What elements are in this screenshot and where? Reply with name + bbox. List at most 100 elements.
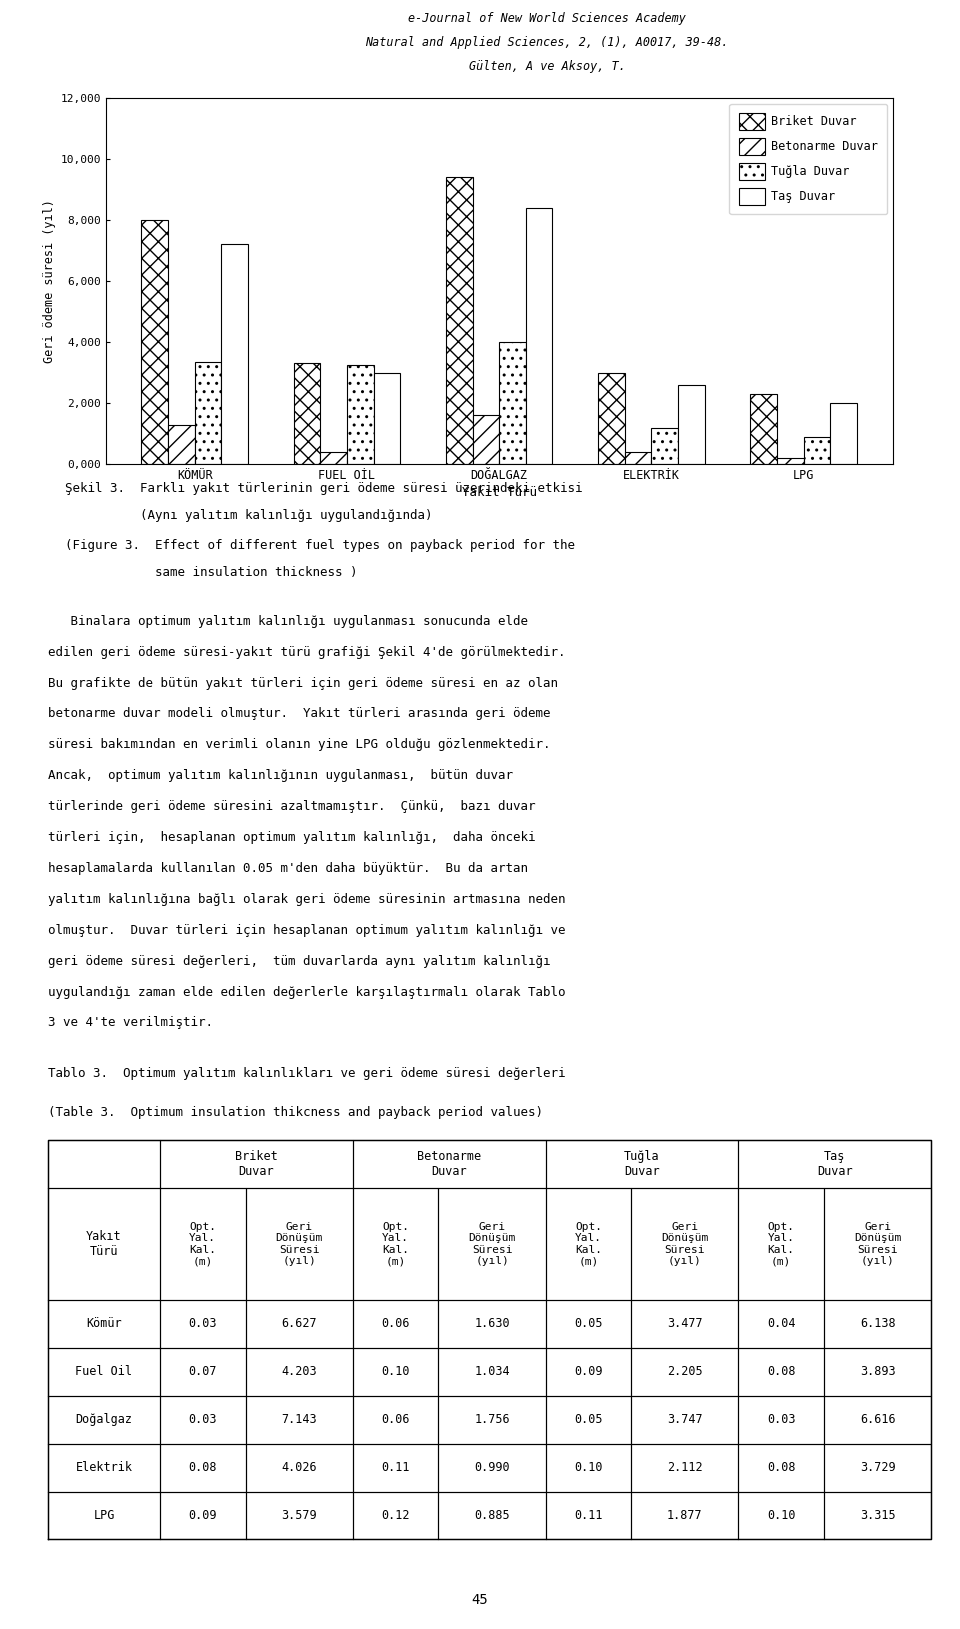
Text: süresi bakımından en verimli olanın yine LPG olduğu gözlenmektedir.: süresi bakımından en verimli olanın yine… [48,738,550,751]
Text: 0.03: 0.03 [767,1414,796,1425]
Text: 0.885: 0.885 [474,1508,510,1521]
Bar [222,244,248,464]
Text: Briket
Duvar: Briket Duvar [235,1150,277,1178]
Text: 6.616: 6.616 [860,1414,896,1425]
Text: Geri
Dönüşüm
Süresi
(yıl): Geri Dönüşüm Süresi (yıl) [276,1222,323,1266]
Text: 0.05: 0.05 [574,1414,603,1425]
Bar [321,453,347,464]
Text: 1.630: 1.630 [474,1318,510,1331]
Text: geri ödeme süresi değerleri,  tüm duvarlarda aynı yalıtım kalınlığı: geri ödeme süresi değerleri, tüm duvarla… [48,955,550,968]
Text: 0.08: 0.08 [188,1461,217,1474]
Text: Gülten, A ve Aksoy, T.: Gülten, A ve Aksoy, T. [468,60,626,73]
Text: Opt.
Yal.
Kal.
(m): Opt. Yal. Kal. (m) [768,1222,795,1266]
Bar [373,373,400,464]
Text: (Figure 3.  Effect of different fuel types on payback period for the: (Figure 3. Effect of different fuel type… [65,539,575,552]
Text: 0.10: 0.10 [574,1461,603,1474]
Bar [678,384,705,464]
Text: yalıtım kalınlığına bağlı olarak geri ödeme süresinin artmasına neden: yalıtım kalınlığına bağlı olarak geri öd… [48,893,565,906]
Text: 1.756: 1.756 [474,1414,510,1425]
Bar [294,363,321,464]
Text: Opt.
Yal.
Kal.
(m): Opt. Yal. Kal. (m) [382,1222,409,1266]
Text: same insulation thickness ): same insulation thickness ) [65,567,358,578]
Text: 3.747: 3.747 [667,1414,703,1425]
Text: 0.10: 0.10 [767,1508,796,1521]
Bar [625,453,652,464]
Text: 0.09: 0.09 [574,1365,603,1378]
Bar [347,365,373,464]
Bar [168,425,195,464]
Text: 6.627: 6.627 [281,1318,317,1331]
Text: 0.11: 0.11 [381,1461,410,1474]
Text: 1.877: 1.877 [667,1508,703,1521]
Bar [830,404,857,464]
Text: Binalara optimum yalıtım kalınlığı uygulanması sonucunda elde: Binalara optimum yalıtım kalınlığı uygul… [48,614,528,627]
Bar [499,342,526,464]
Text: Kömür: Kömür [86,1318,122,1331]
Text: betonarme duvar modeli olmuştur.  Yakıt türleri arasında geri ödeme: betonarme duvar modeli olmuştur. Yakıt t… [48,707,550,720]
Bar [195,362,222,464]
Text: Geri
Dönüşüm
Süresi
(yıl): Geri Dönüşüm Süresi (yıl) [854,1222,901,1266]
Text: 0.06: 0.06 [381,1414,410,1425]
Text: 0.04: 0.04 [767,1318,796,1331]
Y-axis label: Geri ödeme süresi (yıl): Geri ödeme süresi (yıl) [43,199,56,363]
Text: Doğalgaz: Doğalgaz [76,1414,132,1425]
Text: olmuştur.  Duvar türleri için hesaplanan optimum yalıtım kalınlığı ve: olmuştur. Duvar türleri için hesaplanan … [48,924,565,937]
Text: 0.12: 0.12 [381,1508,410,1521]
Text: Elektrik: Elektrik [76,1461,132,1474]
Text: 6.138: 6.138 [860,1318,896,1331]
Text: Bu grafikte de bütün yakıt türleri için geri ödeme süresi en az olan: Bu grafikte de bütün yakıt türleri için … [48,676,558,689]
Text: 4.203: 4.203 [281,1365,317,1378]
Bar [445,178,472,464]
Text: türleri için,  hesaplanan optimum yalıtım kalınlığı,  daha önceki: türleri için, hesaplanan optimum yalıtım… [48,831,536,844]
Text: Betonarme
Duvar: Betonarme Duvar [418,1150,481,1178]
Text: Opt.
Yal.
Kal.
(m): Opt. Yal. Kal. (m) [189,1222,216,1266]
Text: 4.026: 4.026 [281,1461,317,1474]
Text: 2.205: 2.205 [667,1365,703,1378]
Text: Natural and Applied Sciences, 2, (1), A0017, 39-48.: Natural and Applied Sciences, 2, (1), A0… [366,36,729,49]
Text: Tablo 3.  Optimum yalıtım kalınlıkları ve geri ödeme süresi değerleri: Tablo 3. Optimum yalıtım kalınlıkları ve… [48,1067,565,1080]
Text: 3.893: 3.893 [860,1365,896,1378]
Text: türlerinde geri ödeme süresini azaltmamıştır.  Çünkü,  bazı duvar: türlerinde geri ödeme süresini azaltmamı… [48,800,536,813]
Bar [751,394,777,464]
Bar [141,220,168,464]
Text: Fuel Oil: Fuel Oil [76,1365,132,1378]
Text: Tuğla
Duvar: Tuğla Duvar [624,1150,660,1178]
Text: 3.579: 3.579 [281,1508,317,1521]
Text: 0.11: 0.11 [574,1508,603,1521]
Bar [804,437,830,464]
Legend: Briket Duvar, Betonarme Duvar, Tuğla Duvar, Taş Duvar: Briket Duvar, Betonarme Duvar, Tuğla Duv… [730,104,887,213]
X-axis label: Yakıt Türü: Yakıt Türü [462,487,537,500]
Text: edilen geri ödeme süresi-yakıt türü grafiği Şekil 4'de görülmektedir.: edilen geri ödeme süresi-yakıt türü graf… [48,645,565,658]
Bar [526,209,553,464]
Bar [598,373,625,464]
Text: 2.112: 2.112 [667,1461,703,1474]
Text: 1.034: 1.034 [474,1365,510,1378]
Text: 0.05: 0.05 [574,1318,603,1331]
Text: Ancak,  optimum yalıtım kalınlığının uygulanması,  bütün duvar: Ancak, optimum yalıtım kalınlığının uygu… [48,769,513,782]
Text: 45: 45 [471,1593,489,1608]
Text: e-Journal of New World Sciences Academy: e-Journal of New World Sciences Academy [408,11,686,24]
Text: 0.07: 0.07 [188,1365,217,1378]
Text: Geri
Dönüşüm
Süresi
(yıl): Geri Dönüşüm Süresi (yıl) [468,1222,516,1266]
Text: 3.477: 3.477 [667,1318,703,1331]
Text: LPG: LPG [93,1508,114,1521]
Bar [652,428,678,464]
Text: 0.990: 0.990 [474,1461,510,1474]
Text: Şekil 3.  Farklı yakıt türlerinin geri ödeme süresi üzerindeki etkisi: Şekil 3. Farklı yakıt türlerinin geri öd… [65,482,583,495]
Text: Geri
Dönüşüm
Süresi
(yıl): Geri Dönüşüm Süresi (yıl) [661,1222,708,1266]
Text: Yakıt
Türü: Yakıt Türü [86,1230,122,1258]
Text: 3.315: 3.315 [860,1508,896,1521]
Text: 0.10: 0.10 [381,1365,410,1378]
Text: uygulandığı zaman elde edilen değerlerle karşılaştırmalı olarak Tablo: uygulandığı zaman elde edilen değerlerle… [48,986,565,999]
Text: 7.143: 7.143 [281,1414,317,1425]
Text: 0.08: 0.08 [767,1365,796,1378]
Text: 0.06: 0.06 [381,1318,410,1331]
Text: 0.03: 0.03 [188,1318,217,1331]
Text: 3.729: 3.729 [860,1461,896,1474]
Text: Opt.
Yal.
Kal.
(m): Opt. Yal. Kal. (m) [575,1222,602,1266]
Text: Taş
Duvar: Taş Duvar [817,1150,852,1178]
Text: 3 ve 4'te verilmiştir.: 3 ve 4'te verilmiştir. [48,1016,213,1030]
Text: 0.08: 0.08 [767,1461,796,1474]
Text: 0.03: 0.03 [188,1414,217,1425]
Text: hesaplamalarda kullanılan 0.05 m'den daha büyüktür.  Bu da artan: hesaplamalarda kullanılan 0.05 m'den dah… [48,862,528,875]
